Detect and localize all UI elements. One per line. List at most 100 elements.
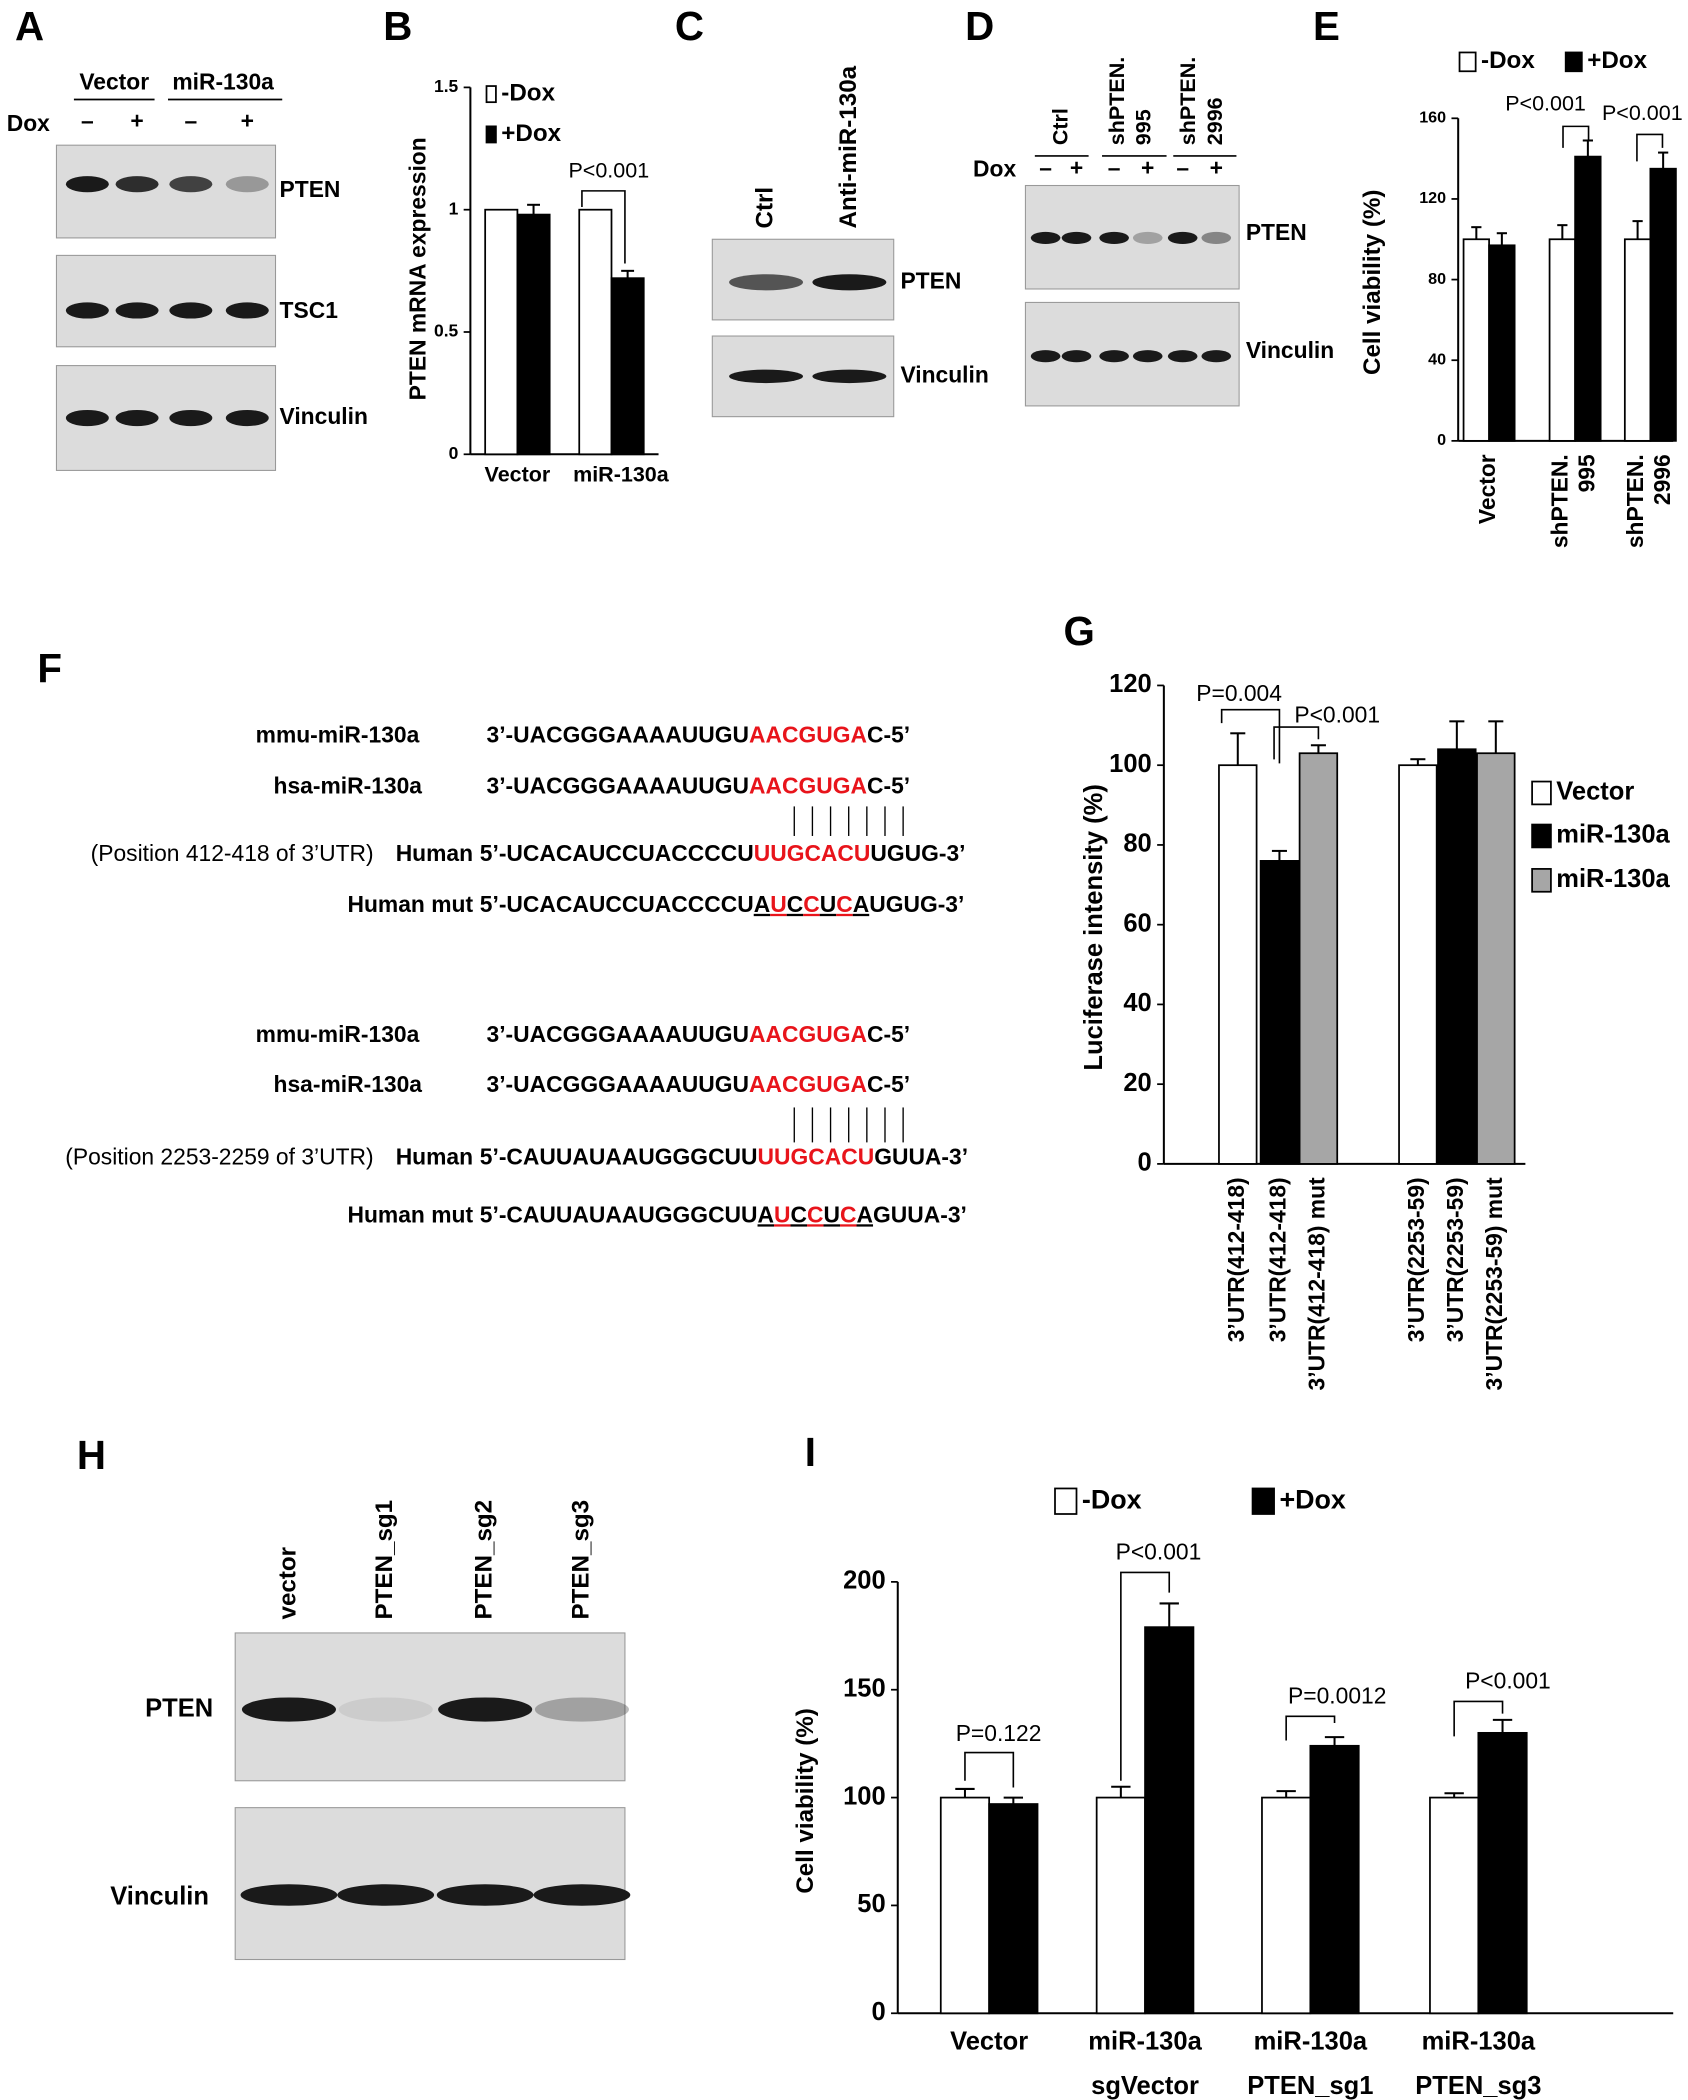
sequence-segment: A bbox=[758, 1201, 774, 1227]
sequence-segment: 3’-UACGGGAAAAUUGU bbox=[487, 1021, 750, 1047]
lane-label: PTEN_sg3 bbox=[567, 1500, 594, 1620]
panel-label: F bbox=[37, 647, 62, 692]
y-tick-label: 100 bbox=[1109, 750, 1152, 778]
bar bbox=[1437, 748, 1477, 1165]
annotation: P<0.001 bbox=[1116, 1539, 1202, 1565]
error-bar bbox=[1471, 226, 1482, 240]
x-tick-label: 2996 bbox=[1649, 454, 1675, 505]
bar bbox=[1144, 1626, 1195, 2015]
protein-label: Vinculin bbox=[1246, 337, 1334, 363]
band bbox=[729, 369, 804, 384]
x-tick-label: 3’UTR(2253-59) bbox=[1403, 1177, 1429, 1342]
x-tick-label: Vector bbox=[1474, 454, 1500, 524]
panel-label: E bbox=[1313, 4, 1340, 49]
x-tick-label: miR-130a bbox=[1422, 2028, 1536, 2056]
x-tick-label: 3’UTR(412-418) bbox=[1223, 1177, 1249, 1342]
x-tick-label: miR-130a bbox=[573, 462, 670, 486]
y-tick-label: 40 bbox=[1123, 989, 1151, 1017]
y-tick-label: 1.5 bbox=[434, 76, 459, 96]
group-label: 2996 bbox=[1203, 97, 1227, 145]
protein-label: PTEN bbox=[145, 1694, 213, 1722]
sequence-segment: AACGUGA bbox=[749, 1071, 867, 1097]
blot bbox=[1024, 184, 1240, 290]
sequence-name: hsa-miR-130a bbox=[274, 773, 423, 799]
y-tick-label: 0 bbox=[1437, 431, 1446, 449]
protein-label: Vinculin bbox=[110, 1882, 209, 1910]
sequence-segment: U bbox=[774, 1201, 790, 1227]
sequence: 5’-CAUUAUAAUGGGCUUUUGCACUGUUA-3’ bbox=[480, 1144, 968, 1170]
band bbox=[1132, 350, 1163, 363]
band bbox=[337, 1884, 435, 1906]
y-tick-label: 50 bbox=[857, 1890, 885, 1918]
bar bbox=[1476, 752, 1516, 1165]
sequence: 5’-UCACAUCCUACCCCUUUGCACUUGUG-3’ bbox=[480, 840, 966, 866]
group-label: Ctrl bbox=[1048, 108, 1072, 145]
error-bar bbox=[1492, 1718, 1513, 1733]
protein-label: Vinculin bbox=[280, 403, 368, 429]
y-tick-label: 120 bbox=[1109, 670, 1152, 698]
row-label: Dox bbox=[973, 156, 1016, 182]
y-axis-label: Cell viability (%) bbox=[1359, 190, 1386, 375]
sequence-segment: GUUA-3’ bbox=[873, 1201, 967, 1227]
panel-label: B bbox=[383, 4, 412, 49]
band bbox=[812, 274, 887, 291]
error-bar bbox=[527, 203, 540, 215]
sequence-segment: C bbox=[807, 1201, 824, 1227]
sequence-segment: UGUG-3’ bbox=[869, 891, 964, 917]
sequence-segment: AACGUGA bbox=[749, 722, 867, 748]
bar bbox=[484, 208, 519, 456]
lane-label: + bbox=[1070, 154, 1083, 180]
sequence-segment: UGUG-3’ bbox=[870, 840, 965, 866]
sequence-segment: C bbox=[791, 1201, 807, 1227]
lane-label: PTEN_sg2 bbox=[471, 1500, 498, 1620]
band bbox=[438, 1697, 533, 1722]
band bbox=[1061, 231, 1092, 244]
group-label: miR-130a bbox=[172, 68, 274, 94]
error-bar bbox=[1324, 1736, 1345, 1746]
sequence-segment: A bbox=[857, 1201, 874, 1227]
y-tick-label: 40 bbox=[1428, 350, 1446, 368]
group-label: Vector bbox=[79, 68, 149, 94]
band bbox=[533, 1884, 631, 1906]
row-label: Dox bbox=[7, 110, 50, 136]
sequence-segment: C bbox=[787, 891, 803, 917]
bar bbox=[578, 208, 613, 456]
y-tick-label: 60 bbox=[1123, 909, 1151, 937]
panel-label: A bbox=[15, 4, 44, 49]
sequence-name: mmu-miR-130a bbox=[256, 1021, 420, 1047]
legend-swatch bbox=[485, 85, 497, 104]
significance-bracket bbox=[1453, 1700, 1504, 1737]
protein-label: PTEN bbox=[1246, 219, 1307, 245]
y-tick-label: 1 bbox=[449, 198, 459, 218]
y-axis-label: Cell viability (%) bbox=[792, 1708, 819, 1893]
y-tick-label: 80 bbox=[1123, 830, 1151, 858]
band bbox=[241, 1697, 336, 1722]
legend-swatch bbox=[1564, 51, 1583, 73]
bar bbox=[516, 213, 551, 456]
bar bbox=[1259, 860, 1300, 1165]
sequence-segment: U bbox=[820, 891, 836, 917]
bar bbox=[1477, 1731, 1528, 2015]
error-bar bbox=[1632, 220, 1643, 240]
error-bar bbox=[1410, 758, 1426, 766]
bar bbox=[1095, 1796, 1146, 2015]
significance-bracket bbox=[1273, 726, 1320, 760]
y-tick-label: 150 bbox=[843, 1674, 886, 1702]
bar bbox=[1429, 1796, 1480, 2015]
error-bar bbox=[1310, 744, 1326, 754]
error-bar bbox=[1449, 720, 1465, 750]
band bbox=[65, 176, 109, 193]
y-tick-label: 0.5 bbox=[434, 321, 459, 341]
lane-label: – bbox=[1039, 154, 1052, 180]
sequence-segment: A bbox=[754, 891, 770, 917]
legend-label: -Dox bbox=[1481, 47, 1535, 74]
y-tick-label: 120 bbox=[1419, 189, 1446, 207]
lane-label: PTEN_sg1 bbox=[371, 1500, 398, 1620]
sequence: 3’-UACGGGAAAAUUGUAACGUGAC-5’ bbox=[487, 1021, 911, 1047]
band bbox=[225, 302, 269, 319]
error-bar bbox=[1271, 849, 1287, 861]
panel-label: D bbox=[965, 4, 994, 49]
panel-label: C bbox=[675, 4, 704, 49]
x-tick-label: PTEN_sg1 bbox=[1247, 2072, 1373, 2100]
